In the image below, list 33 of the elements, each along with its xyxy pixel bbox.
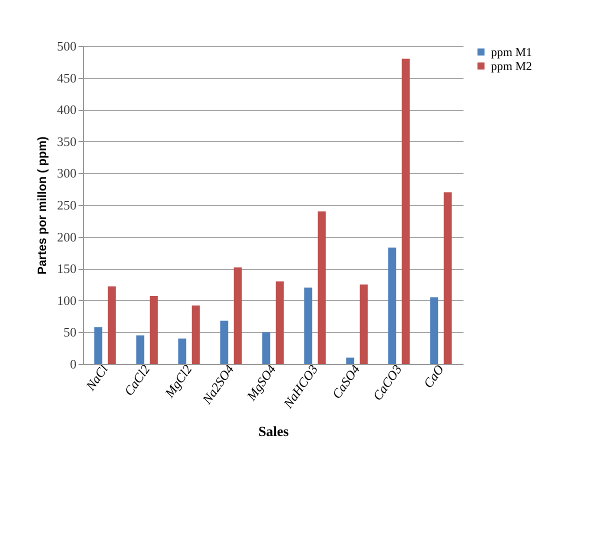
bar [276, 281, 284, 364]
y-axis-title: Partes por millon ( ppm) [35, 136, 49, 275]
bar [346, 358, 354, 364]
y-tick-label: 500 [57, 38, 76, 54]
bar [430, 297, 438, 364]
bar [402, 58, 410, 364]
y-tick-label: 450 [57, 70, 76, 86]
bar [136, 335, 144, 364]
y-tick-label: 250 [57, 198, 76, 212]
bar [444, 192, 452, 364]
y-tick-label: 100 [57, 292, 76, 308]
bar [388, 248, 396, 364]
bar [234, 267, 242, 364]
bar [262, 332, 270, 364]
bar [220, 320, 228, 364]
x-axis-title: Sales [258, 424, 290, 440]
legend-label: ppm M2 [491, 59, 532, 73]
bar [94, 327, 102, 364]
bar [108, 286, 116, 364]
bar [178, 338, 186, 364]
y-tick-label: 50 [64, 324, 76, 340]
legend-label: ppm M1 [491, 45, 532, 59]
y-tick-label: 200 [57, 229, 76, 244]
y-tick-label: 0 [70, 356, 76, 372]
y-tick-label: 400 [57, 102, 76, 118]
bar [318, 211, 326, 364]
bar [150, 296, 158, 364]
bar [192, 305, 200, 364]
bar [304, 288, 312, 364]
y-tick-label: 300 [57, 166, 76, 181]
y-tick-label: 350 [57, 134, 76, 149]
y-tick-label: 150 [57, 261, 76, 276]
bar [360, 284, 368, 364]
